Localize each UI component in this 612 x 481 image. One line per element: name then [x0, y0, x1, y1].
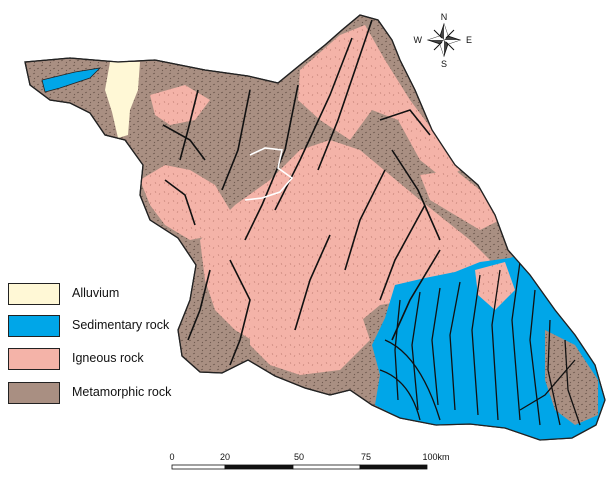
- alluvium-swatch: [8, 283, 60, 305]
- scale-bar: 0 20 50 75 100km: [169, 452, 450, 470]
- compass-rose: N S E W: [414, 12, 473, 69]
- alluvium-zone: [105, 62, 140, 138]
- igneous-zone-west: [140, 165, 230, 240]
- legend-label-sedimentary: Sedimentary rock: [72, 318, 170, 332]
- scale-tick-50: 50: [294, 452, 304, 462]
- legend-label-metamorphic: Metamorphic rock: [72, 385, 172, 399]
- sedimentary-fault-lines: [379, 261, 581, 426]
- metamorphic-patch-se: [545, 330, 598, 425]
- igneous-zone-ne: [420, 170, 500, 230]
- legend-label-igneous: Igneous rock: [72, 351, 144, 365]
- legend-item-alluvium: Alluvium: [8, 283, 248, 307]
- sedimentary-patch-nw: [41, 67, 102, 93]
- igneous-patch-se: [475, 262, 515, 310]
- compass-north: N: [441, 12, 448, 22]
- scale-tick-75: 75: [361, 452, 371, 462]
- compass-west: W: [414, 35, 423, 45]
- scale-tick-100km: 100km: [422, 452, 449, 462]
- sedimentary-swatch: [8, 315, 60, 337]
- rivers: [244, 147, 294, 201]
- igneous-zone-south: [250, 300, 370, 375]
- legend-item-metamorphic: Metamorphic rock: [8, 382, 248, 406]
- compass-east: E: [466, 35, 472, 45]
- fault-lines: [162, 19, 441, 366]
- metamorphic-swatch: [8, 382, 60, 404]
- legend-label-alluvium: Alluvium: [72, 286, 120, 300]
- region-outline: [24, 14, 606, 441]
- igneous-zone-north: [298, 25, 460, 180]
- igneous-swatch: [8, 348, 60, 370]
- igneous-zone-central: [200, 140, 490, 350]
- igneous-zone-northwest: [150, 85, 210, 125]
- scale-tick-0: 0: [169, 452, 174, 462]
- compass-south: S: [441, 59, 447, 69]
- scale-tick-20: 20: [220, 452, 230, 462]
- legend-item-igneous: Igneous rock: [8, 348, 248, 372]
- map-region: [24, 14, 606, 441]
- legend-item-sedimentary: Sedimentary rock: [8, 315, 248, 339]
